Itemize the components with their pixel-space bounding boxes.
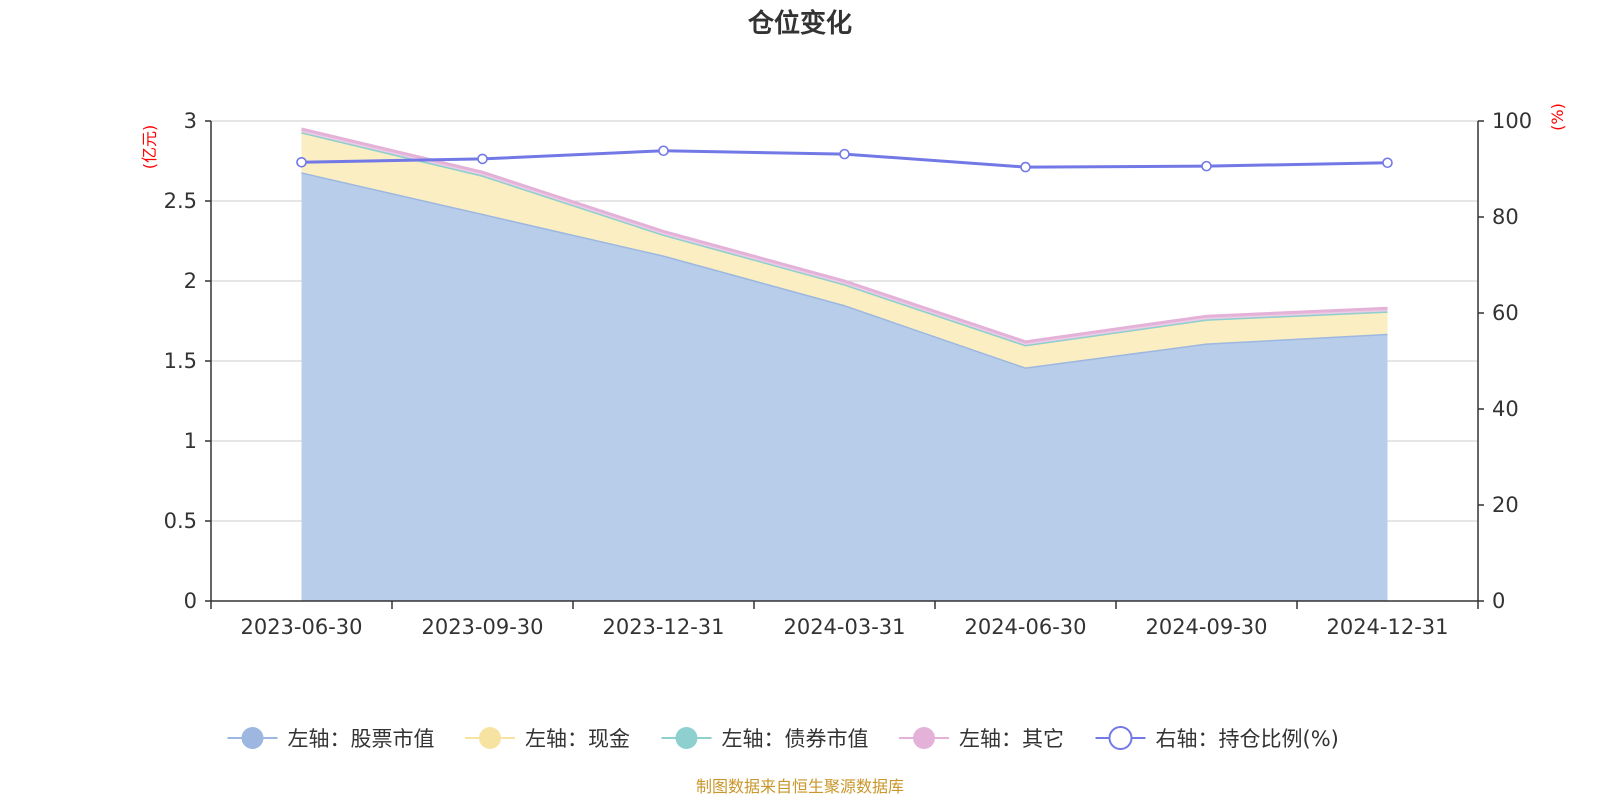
- legend-label-4: 右轴：持仓比例(%): [1156, 727, 1339, 751]
- x-tick-label-4: 2024-06-30: [964, 615, 1086, 639]
- x-tick-label-1: 2023-09-30: [421, 615, 543, 639]
- ratio-point-1[interactable]: [477, 153, 488, 165]
- legend-item-2[interactable]: 左轴：债券市值: [661, 727, 869, 751]
- ratio-point-3[interactable]: [839, 148, 850, 160]
- left-tick-label-4: 2: [184, 269, 197, 293]
- legend-marker-0: [241, 727, 264, 749]
- x-tick-label-6: 2024-12-31: [1326, 615, 1448, 639]
- legend-marker-4: [1108, 726, 1133, 750]
- x-tick-label-3: 2024-03-31: [783, 615, 905, 639]
- legend-marker-1: [479, 727, 501, 749]
- left-tick-label-2: 1: [184, 429, 197, 453]
- right-tick-label-0: 0: [1492, 589, 1505, 613]
- data-source-note: 制图数据来自恒生聚源数据库: [696, 777, 904, 796]
- left-tick-label-6: 3: [184, 109, 197, 133]
- legend-item-0[interactable]: 左轴：股票市值: [227, 727, 435, 751]
- legend[interactable]: 左轴：股票市值 左轴：现金 左轴：债券市值 左轴：其它 右轴：持仓比例(%): [227, 726, 1339, 751]
- ratio-point-6[interactable]: [1382, 157, 1393, 169]
- legend-item-1[interactable]: 左轴：现金: [465, 727, 630, 751]
- legend-label-1: 左轴：现金: [525, 727, 630, 751]
- chart-title: 仓位变化: [747, 8, 852, 39]
- area-0: [301, 172, 1388, 601]
- right-tick-label-4: 80: [1492, 205, 1519, 229]
- legend-label-0: 左轴：股票市值: [288, 727, 435, 751]
- right-tick-label-3: 60: [1492, 301, 1519, 325]
- axes: 0 0.5 1 1.5 2 2.5 3 0 20 40 60 80 100 2023-06-30 2023-…: [164, 109, 1533, 639]
- legend-label-3: 左轴：其它: [959, 727, 1064, 751]
- right-tick-label-5: 100: [1492, 109, 1532, 133]
- legend-item-3[interactable]: 左轴：其它: [899, 727, 1064, 751]
- stacked-areas: [301, 127, 1388, 601]
- ratio-point-5[interactable]: [1201, 160, 1212, 172]
- legend-marker-2: [675, 727, 698, 749]
- left-tick-label-0: 0: [184, 589, 197, 613]
- left-axis-name: (亿元): [140, 125, 159, 170]
- right-tick-label-1: 20: [1492, 493, 1519, 517]
- right-tick-label-2: 40: [1492, 397, 1519, 421]
- ratio-point-0[interactable]: [296, 156, 307, 168]
- x-tick-label-0: 2023-06-30: [240, 615, 362, 639]
- right-axis-name: (%): [1548, 103, 1567, 131]
- x-tick-label-2: 2023-12-31: [602, 615, 724, 639]
- left-tick-label-3: 1.5: [164, 349, 197, 373]
- legend-marker-3: [913, 727, 935, 749]
- ratio-point-4[interactable]: [1020, 161, 1031, 173]
- left-tick-label-5: 2.5: [164, 189, 197, 213]
- ratio-line-layer: [296, 145, 1393, 173]
- legend-item-4[interactable]: 右轴：持仓比例(%): [1095, 726, 1339, 751]
- area-line-3: [301, 127, 1388, 344]
- left-tick-label-1: 0.5: [164, 509, 197, 533]
- x-tick-label-5: 2024-09-30: [1145, 615, 1267, 639]
- legend-label-2: 左轴：债券市值: [722, 727, 869, 751]
- ratio-point-2[interactable]: [658, 145, 669, 157]
